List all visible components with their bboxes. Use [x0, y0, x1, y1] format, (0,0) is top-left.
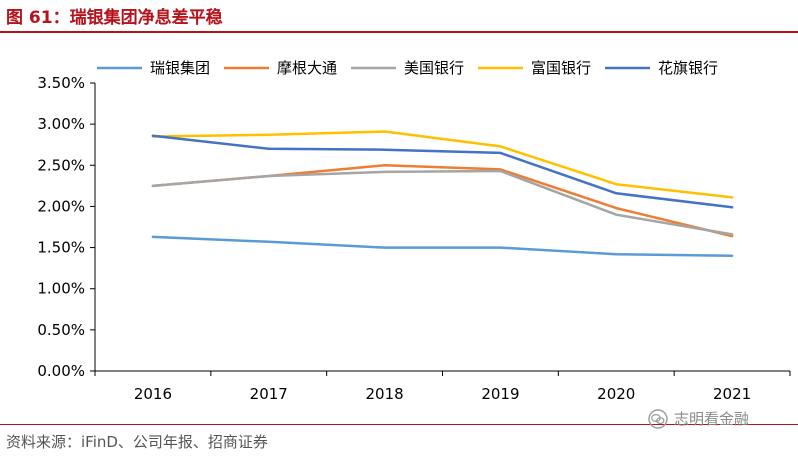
y-tick-label: 2.00%: [37, 197, 85, 215]
series-lines: [151, 130, 734, 258]
x-tick-label: 2016: [134, 385, 172, 403]
series-line: [151, 130, 734, 199]
series-line: [151, 169, 734, 236]
watermark-text: 志明看金融: [674, 410, 750, 428]
x-axis: 2016 2017 2018 2019 2020 2021: [94, 370, 791, 403]
x-tick-label: 2020: [597, 385, 635, 403]
watermark: 志明看金融: [648, 408, 749, 429]
series-line: [151, 164, 734, 238]
y-tick-label: 0.50%: [37, 321, 85, 339]
y-tick-label: 1.50%: [37, 239, 85, 257]
legend-label: 摩根大通: [277, 59, 337, 77]
legend-label: 瑞银集团: [150, 59, 210, 77]
x-tick-label: 2018: [365, 385, 403, 403]
x-tick-label: 2019: [481, 385, 519, 403]
footer-rule: [0, 424, 798, 425]
y-tick-label: 0.00%: [37, 362, 85, 380]
title-rule: [0, 31, 798, 33]
figure-title: 图 61：瑞银集团净息差平稳: [6, 8, 223, 28]
legend-label: 花旗银行: [658, 59, 718, 77]
y-tick-label: 1.00%: [37, 280, 85, 298]
x-tick-label: 2017: [250, 385, 288, 403]
y-tick-label: 3.50%: [37, 74, 85, 92]
source-note: 资料来源：iFinD、公司年报、招商证券: [6, 433, 268, 451]
series-line: [151, 134, 734, 209]
series-line: [151, 235, 734, 258]
y-tick-label: 3.00%: [37, 115, 85, 133]
legend-label: 美国银行: [404, 59, 464, 77]
legend: 瑞银集团 摩根大通 美国银行 富国银行 花旗银行: [97, 59, 718, 77]
legend-label: 富国银行: [531, 59, 591, 77]
wechat-icon: [648, 408, 668, 429]
y-axis: 0.00% 0.50% 1.00% 1.50% 2.00% 2.50% 3.00% 3.50%: [37, 74, 96, 380]
y-tick-label: 2.50%: [37, 156, 85, 174]
x-tick-label: 2021: [713, 385, 751, 403]
